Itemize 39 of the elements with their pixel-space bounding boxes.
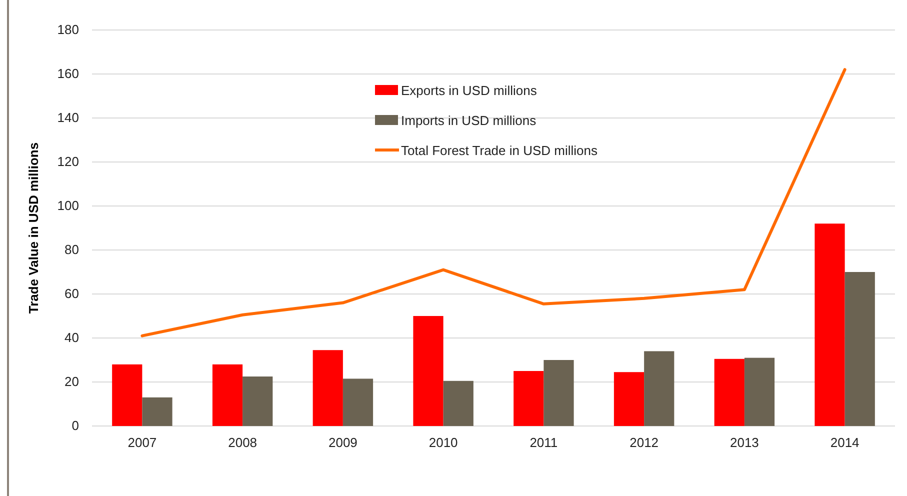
bar (112, 364, 142, 426)
bar (212, 364, 243, 426)
y-tick-label: 20 (64, 374, 79, 390)
y-tick-label: 40 (64, 330, 79, 346)
bar (443, 380, 474, 426)
bar (714, 358, 744, 426)
bar (413, 316, 444, 426)
x-tick-label: 2014 (830, 435, 860, 450)
bar (614, 372, 644, 426)
y-tick-label: 160 (57, 66, 79, 82)
bar (142, 397, 172, 426)
y-tick-label: 80 (64, 242, 79, 258)
bar (342, 378, 374, 426)
y-axis-title: Trade Value in USD millions (26, 142, 41, 314)
y-tick-label: 180 (57, 22, 79, 38)
line-series (140, 68, 846, 338)
legend-label: Exports in USD millions (401, 83, 538, 98)
bar (242, 376, 273, 426)
y-tick-label: 140 (57, 110, 79, 126)
x-tick-label: 2010 (428, 435, 458, 450)
y-tick-label: 0 (72, 418, 79, 434)
bar (844, 272, 875, 426)
x-tick-label: 2013 (730, 435, 759, 450)
bar (544, 360, 574, 426)
legend-label: Imports in USD millions (401, 113, 537, 128)
x-tick-label: 2009 (328, 435, 358, 450)
bar (644, 351, 674, 426)
x-tick-label: 2007 (128, 435, 157, 450)
y-tick-label: 60 (64, 286, 79, 302)
x-tick-label: 2012 (630, 435, 659, 450)
bar (312, 350, 343, 426)
bar (514, 371, 544, 426)
x-tick-label: 2008 (228, 435, 258, 450)
y-tick-label: 100 (57, 198, 79, 214)
x-tick-label: 2011 (530, 435, 558, 450)
y-tick-label: 120 (57, 154, 79, 170)
bar (744, 358, 775, 426)
legend-label: Total Forest Trade in USD millions (401, 143, 598, 158)
bar (814, 224, 845, 426)
